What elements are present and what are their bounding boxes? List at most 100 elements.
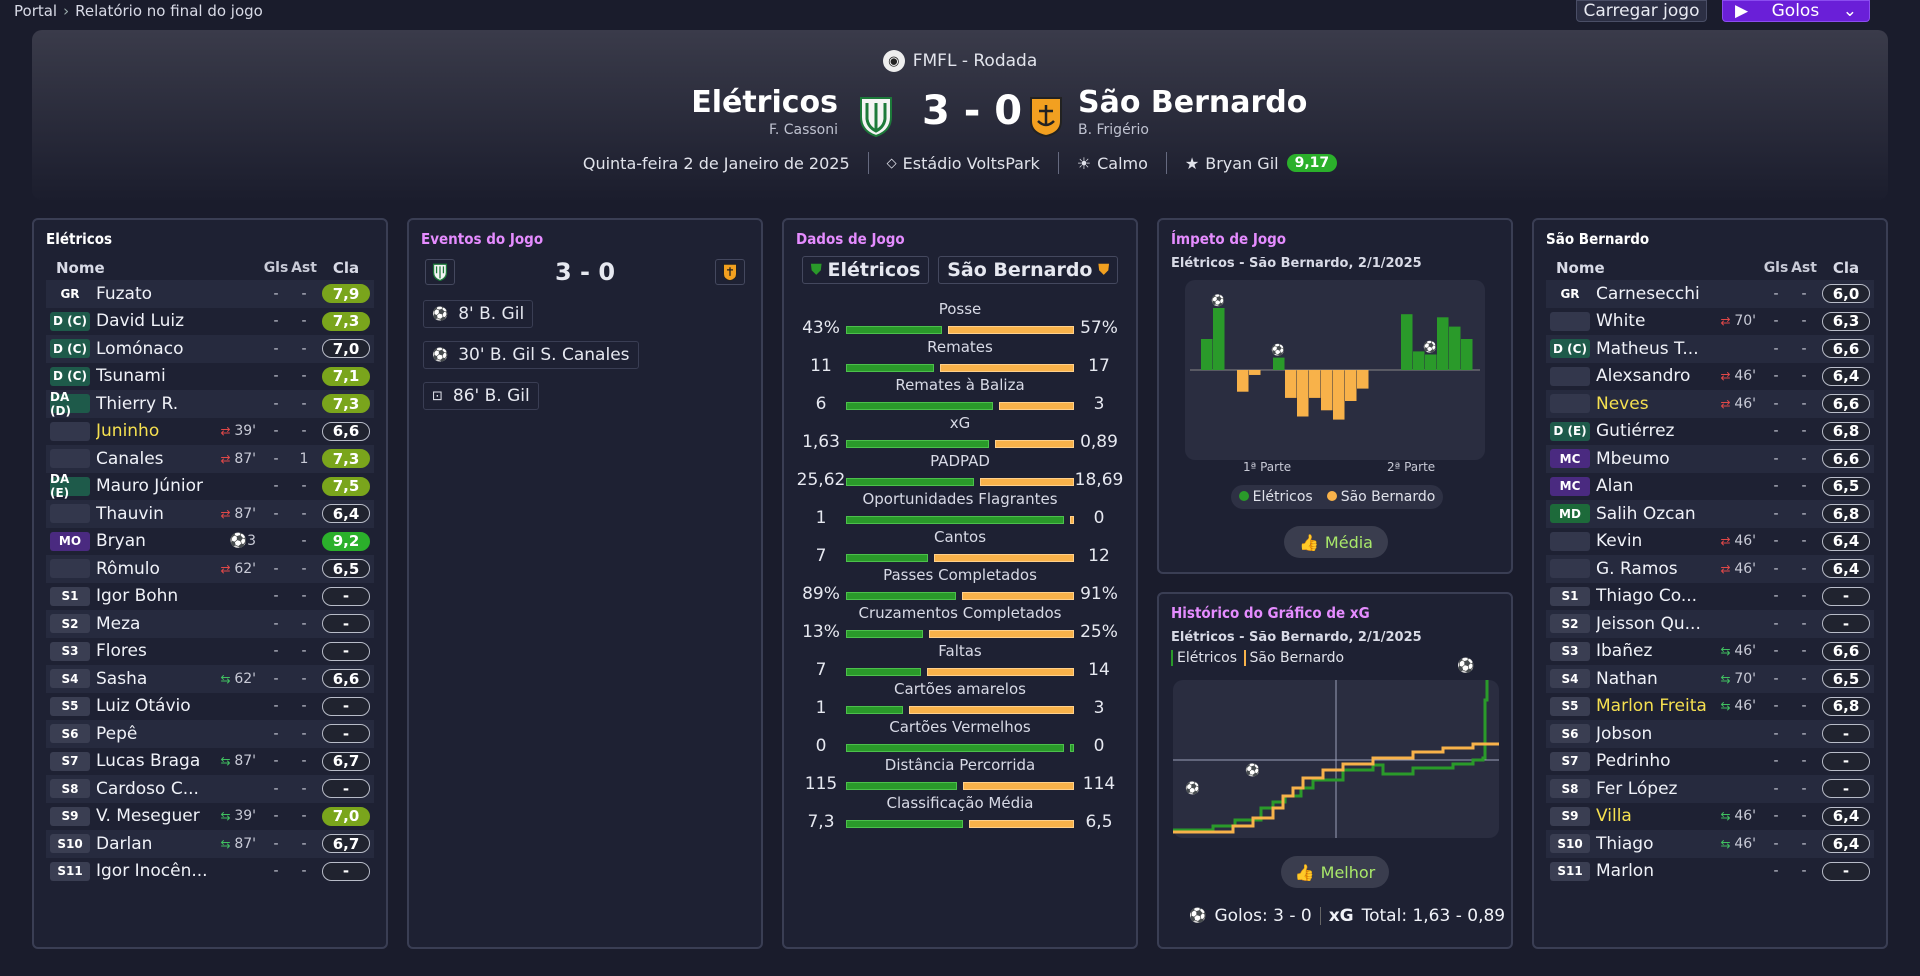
col-goals[interactable]: Gls bbox=[1763, 260, 1789, 276]
player-row[interactable]: MC Mbeumo - -6,6 bbox=[1546, 445, 1874, 473]
col-assists[interactable]: Ast bbox=[291, 260, 317, 276]
competition-name[interactable]: FMFL - Rodada bbox=[912, 51, 1038, 71]
player-row[interactable]: MC Alan - -6,5 bbox=[1546, 473, 1874, 501]
player-name[interactable]: Fuzato bbox=[96, 283, 153, 304]
load-game-button[interactable]: Carregar jogo bbox=[1576, 0, 1707, 22]
player-name[interactable]: Mauro Júnior bbox=[96, 476, 203, 497]
col-goals[interactable]: Gls bbox=[263, 260, 289, 276]
away-crest-icon[interactable] bbox=[1028, 95, 1064, 137]
player-row[interactable]: S2 Meza - - - bbox=[46, 610, 374, 638]
player-name[interactable]: Darlan bbox=[96, 833, 153, 854]
player-row[interactable]: Alexsandro ⇄ 46' - -6,4 bbox=[1546, 363, 1874, 391]
player-row[interactable]: D (C) Tsunami - -7,1 bbox=[46, 363, 374, 391]
event-item[interactable]: ⚽ 8' B. Gil bbox=[423, 300, 534, 328]
player-name[interactable]: Lucas Braga bbox=[96, 751, 201, 772]
player-name[interactable]: Pedrinho bbox=[1596, 751, 1671, 772]
player-row[interactable]: S10 Thiago ⇆ 46' - -6,4 bbox=[1546, 830, 1874, 858]
player-name[interactable]: Lomónaco bbox=[96, 338, 184, 359]
home-team-name[interactable]: Elétricos bbox=[691, 85, 838, 120]
player-name[interactable]: Juninho bbox=[96, 421, 160, 442]
player-name[interactable]: Igor Bohn bbox=[96, 586, 179, 607]
player-name[interactable]: Alexsandro bbox=[1596, 366, 1691, 387]
stats-home-team[interactable]: ⛊ Elétricos bbox=[802, 256, 930, 284]
player-row[interactable]: S11 Marlon - - - bbox=[1546, 858, 1874, 886]
player-name[interactable]: Meza bbox=[96, 613, 141, 634]
player-row[interactable]: S9 Villa ⇆ 46' - -6,4 bbox=[1546, 803, 1874, 831]
event-item[interactable]: ⊡ 86' B. Gil bbox=[423, 382, 539, 410]
away-manager[interactable]: B. Frigério bbox=[1078, 122, 1149, 138]
player-row[interactable]: S3 Flores - - - bbox=[46, 638, 374, 666]
player-name[interactable]: Neves bbox=[1596, 393, 1649, 414]
player-name[interactable]: Cardoso C... bbox=[96, 778, 199, 799]
player-name[interactable]: G. Ramos bbox=[1596, 558, 1678, 579]
player-row[interactable]: S8 Fer López - - - bbox=[1546, 775, 1874, 803]
player-row[interactable]: DA (E) Mauro Júnior - -7,5 bbox=[46, 472, 374, 500]
player-name[interactable]: Thiago bbox=[1596, 833, 1654, 854]
col-rating[interactable]: Cla bbox=[1832, 259, 1860, 277]
player-row[interactable]: S1 Thiago Co... - - - bbox=[1546, 583, 1874, 611]
player-row[interactable]: S7 Lucas Braga ⇆ 87' - -6,7 bbox=[46, 748, 374, 776]
home-crest-icon[interactable] bbox=[858, 95, 894, 137]
player-name[interactable]: Kevin bbox=[1596, 531, 1643, 552]
momentum-chart[interactable]: ⚽ ⚽ ⚽ bbox=[1185, 280, 1485, 460]
player-name[interactable]: Marlon Freitas bbox=[1596, 696, 1706, 717]
player-row[interactable]: S3 Ibañez ⇆ 46' - -6,6 bbox=[1546, 638, 1874, 666]
player-name[interactable]: Ibañez bbox=[1596, 641, 1653, 662]
player-row[interactable]: Kevin ⇄ 46' - -6,4 bbox=[1546, 528, 1874, 556]
player-row[interactable]: S4 Sasha ⇆ 62' - -6,6 bbox=[46, 665, 374, 693]
player-row[interactable]: GR Fuzato - -7,9 bbox=[46, 280, 374, 308]
player-row[interactable]: D (C) Matheus T... - -6,6 bbox=[1546, 335, 1874, 363]
player-name[interactable]: Matheus T... bbox=[1596, 338, 1699, 359]
player-name[interactable]: Thauvin bbox=[96, 503, 164, 524]
goals-dropdown-button[interactable]: ▶ Golos ⌄ bbox=[1722, 0, 1870, 22]
player-name[interactable]: Gutiérrez bbox=[1596, 421, 1675, 442]
player-name[interactable]: Sasha bbox=[96, 668, 148, 689]
player-name[interactable]: Bryan bbox=[96, 531, 146, 552]
player-row[interactable]: S8 Cardoso C... - - - bbox=[46, 775, 374, 803]
player-row[interactable]: DA (D) Thierry R. - -7,3 bbox=[46, 390, 374, 418]
player-row[interactable]: D (C) Lomónaco - -7,0 bbox=[46, 335, 374, 363]
col-assists[interactable]: Ast bbox=[1791, 260, 1817, 276]
breadcrumb-portal[interactable]: Portal bbox=[14, 2, 58, 20]
best-button[interactable]: 👍 Melhor bbox=[1281, 856, 1389, 888]
player-name[interactable]: David Luiz bbox=[96, 311, 185, 332]
player-row[interactable]: S11 Igor Inocên... - - - bbox=[46, 858, 374, 886]
player-name[interactable]: V. Meseguer bbox=[96, 806, 200, 827]
col-name[interactable]: Nome bbox=[56, 259, 105, 277]
player-name[interactable]: Rômulo bbox=[96, 558, 160, 579]
player-row[interactable]: G. Ramos ⇄ 46' - -6,4 bbox=[1546, 555, 1874, 583]
player-name[interactable]: Jeisson Qu... bbox=[1596, 613, 1701, 634]
player-of-match[interactable]: Bryan Gil bbox=[1205, 153, 1279, 173]
average-button[interactable]: 👍 Média bbox=[1284, 526, 1388, 558]
player-name[interactable]: Marlon bbox=[1596, 861, 1654, 882]
player-row[interactable]: S4 Nathan ⇆ 70' - -6,5 bbox=[1546, 665, 1874, 693]
player-name[interactable]: Tsunami bbox=[96, 366, 166, 387]
away-team-name[interactable]: São Bernardo bbox=[1078, 85, 1308, 120]
player-name[interactable]: Igor Inocên... bbox=[96, 861, 206, 882]
player-row[interactable]: S1 Igor Bohn - - - bbox=[46, 583, 374, 611]
xg-chart[interactable]: ⚽ ⚽ bbox=[1173, 680, 1499, 838]
player-row[interactable]: D (C) David Luiz - -7,3 bbox=[46, 308, 374, 336]
player-row[interactable]: MO Bryan ⚽3 -9,2 bbox=[46, 528, 374, 556]
player-name[interactable]: Flores bbox=[96, 641, 147, 662]
player-name[interactable]: White bbox=[1596, 311, 1646, 332]
player-name[interactable]: Thiago Co... bbox=[1596, 586, 1698, 607]
player-row[interactable]: S5 Marlon Freitas ⇆ 46' - -6,8 bbox=[1546, 693, 1874, 721]
player-row[interactable]: GR Carnesecchi - -6,0 bbox=[1546, 280, 1874, 308]
stadium-name[interactable]: Estádio VoltsPark bbox=[902, 153, 1040, 173]
player-row[interactable]: Juninho ⇄ 39' - -6,6 bbox=[46, 418, 374, 446]
player-row[interactable]: S9 V. Meseguer ⇆ 39' - -7,0 bbox=[46, 803, 374, 831]
player-row[interactable]: S6 Jobson - - - bbox=[1546, 720, 1874, 748]
player-row[interactable]: S5 Luiz Otávio - - - bbox=[46, 693, 374, 721]
player-name[interactable]: Luiz Otávio bbox=[96, 696, 191, 717]
event-item[interactable]: ⚽ 30' B. Gil S. Canales bbox=[423, 341, 639, 369]
player-name[interactable]: Villa bbox=[1596, 806, 1632, 827]
player-name[interactable]: Fer López bbox=[1596, 778, 1678, 799]
player-row[interactable]: Rômulo ⇄ 62' - -6,5 bbox=[46, 555, 374, 583]
player-row[interactable]: White ⇄ 70' - -6,3 bbox=[1546, 308, 1874, 336]
player-row[interactable]: S2 Jeisson Qu... - - - bbox=[1546, 610, 1874, 638]
player-row[interactable]: D (E) Gutiérrez - -6,8 bbox=[1546, 418, 1874, 446]
player-name[interactable]: Mbeumo bbox=[1596, 448, 1670, 469]
home-manager[interactable]: F. Cassoni bbox=[769, 122, 838, 138]
col-name[interactable]: Nome bbox=[1556, 259, 1605, 277]
